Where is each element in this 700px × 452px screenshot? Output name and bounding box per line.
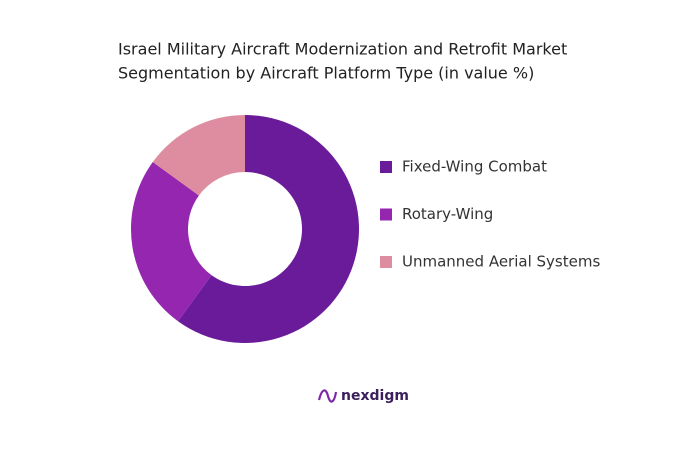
legend-label: Rotary-Wing: [402, 205, 493, 223]
donut-slice: [152, 115, 245, 196]
donut-slice: [131, 161, 212, 322]
logo-icon: [317, 389, 338, 403]
legend-swatch: [380, 208, 392, 221]
legend-swatch: [380, 256, 392, 268]
legend-label: Unmanned Aerial Systems: [402, 253, 600, 271]
brand-logo: nexdigm: [317, 388, 409, 404]
brand-name: nexdigm: [341, 388, 409, 404]
legend-label: Fixed-Wing Combat: [402, 158, 547, 176]
legend-swatch: [380, 161, 392, 173]
donut-slice: [177, 115, 359, 344]
chart-title: Segmentation by Aircraft Platform Type (…: [118, 64, 534, 83]
chart-title: Israel Military Aircraft Modernization a…: [118, 40, 567, 59]
